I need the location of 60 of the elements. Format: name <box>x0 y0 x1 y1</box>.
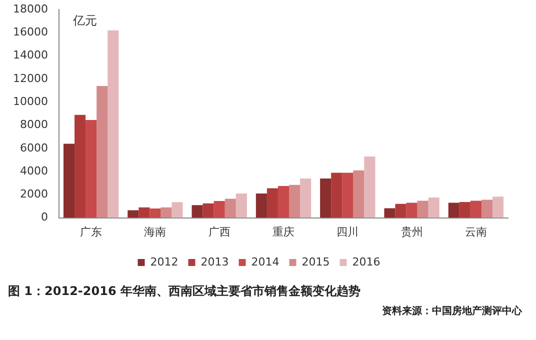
bar <box>236 194 247 218</box>
x-tick-label: 海南 <box>144 225 166 238</box>
bar <box>289 184 300 218</box>
bar <box>300 178 312 218</box>
bar <box>364 156 376 218</box>
bar <box>278 186 290 218</box>
bar <box>202 203 214 218</box>
y-axis-title: 亿元 <box>72 14 97 28</box>
legend-label: 2013 <box>200 255 229 268</box>
bar <box>428 198 440 218</box>
y-tick-label: 10000 <box>12 94 48 108</box>
legend-label: 2014 <box>251 255 280 268</box>
y-tick-label: 12000 <box>12 72 48 85</box>
y-tick-label: 18000 <box>12 2 48 16</box>
bar <box>395 204 406 218</box>
bar <box>331 172 342 218</box>
bar <box>342 172 354 218</box>
legend-label: 2012 <box>150 255 178 268</box>
bar <box>128 210 139 218</box>
bar <box>172 202 183 218</box>
bar <box>214 201 225 218</box>
bar <box>224 198 236 218</box>
bar <box>150 208 161 218</box>
bar <box>63 144 75 218</box>
bar <box>86 120 97 218</box>
bar <box>481 200 492 218</box>
bar <box>417 200 428 218</box>
bar <box>96 86 108 218</box>
bar <box>192 205 203 218</box>
bar <box>320 178 332 218</box>
bar <box>74 114 86 218</box>
x-tick-label: 云南 <box>464 225 487 238</box>
text: 图 1：2012-2016 年华南、西南区域主要省市销售金额变化趋势 <box>8 283 360 300</box>
bar <box>108 30 119 218</box>
legend-label: 2015 <box>302 255 330 268</box>
bar <box>384 208 396 218</box>
x-tick-label: 四川 <box>336 225 359 238</box>
bar <box>470 200 482 218</box>
bar <box>492 196 504 218</box>
bar <box>459 202 470 218</box>
bar <box>353 170 364 218</box>
bar <box>138 207 150 218</box>
bar <box>406 202 418 218</box>
bar <box>160 207 172 218</box>
text: 资料来源：中国房地产测评中心 <box>382 304 522 318</box>
legend-label: 2016 <box>352 255 380 268</box>
y-tick-label: 4000 <box>20 164 48 178</box>
x-tick-label: 广东 <box>80 225 102 238</box>
bar <box>448 202 460 218</box>
y-tick-label: 16000 <box>12 26 48 39</box>
x-tick-label: 广西 <box>208 225 230 238</box>
y-tick-label: 8000 <box>20 118 48 132</box>
x-tick-label: 贵州 <box>400 225 423 238</box>
bar <box>266 188 278 218</box>
x-tick-label: 重庆 <box>272 225 294 238</box>
y-tick-label: 6000 <box>20 141 48 154</box>
y-tick-label: 0 <box>40 210 48 224</box>
y-tick-label: 2000 <box>20 188 48 201</box>
bar <box>256 194 267 218</box>
y-tick-label: 14000 <box>12 48 48 62</box>
